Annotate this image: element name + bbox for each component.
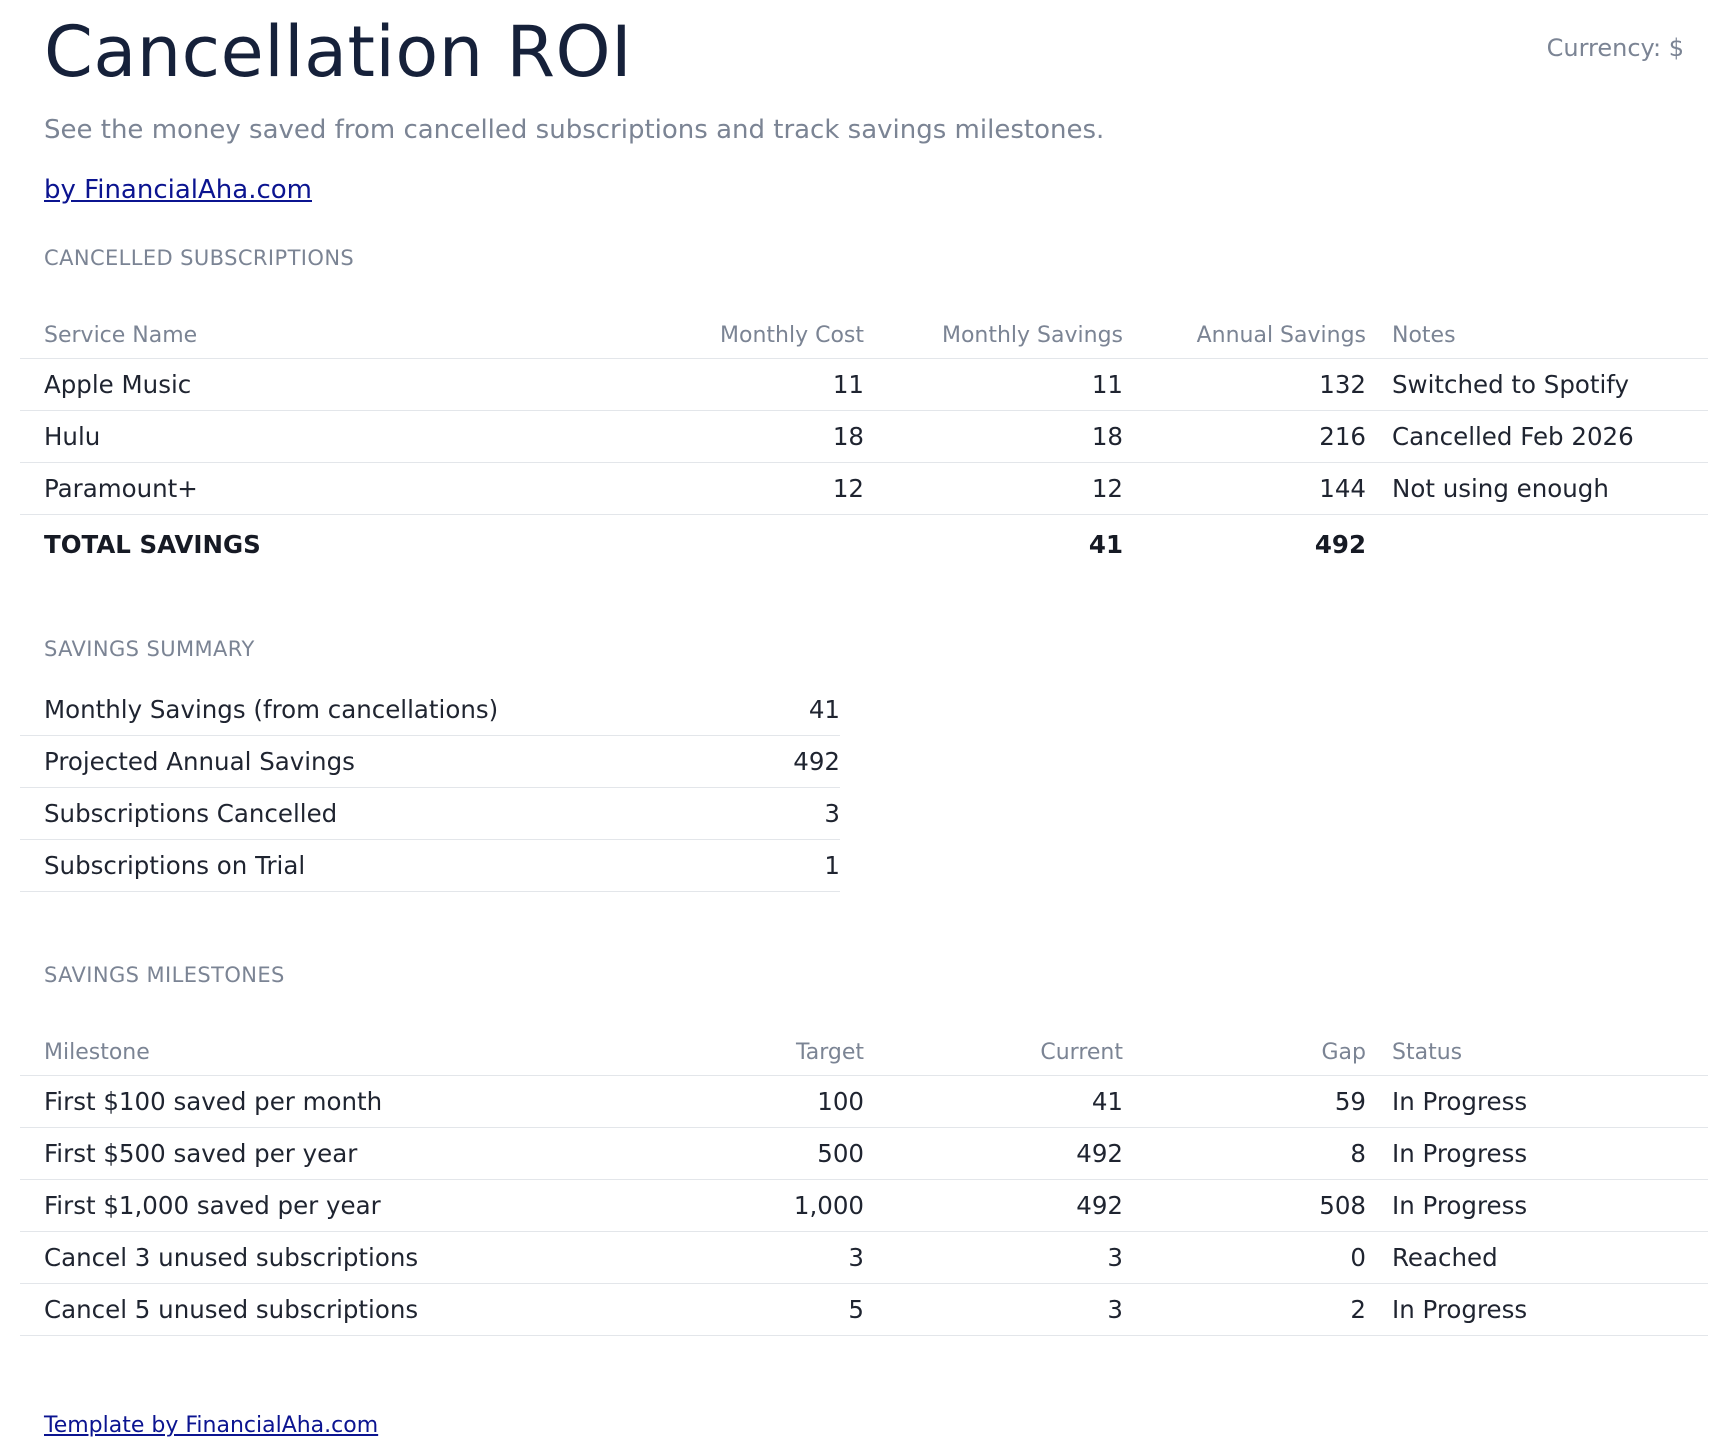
author-link[interactable]: by FinancialAha.com	[44, 175, 312, 205]
footer-template-link[interactable]: Template by FinancialAha.com	[44, 1413, 379, 1438]
currency-label: Currency: $	[1546, 34, 1684, 62]
target-cell: 3	[627, 1231, 864, 1284]
summary-value: 1	[645, 839, 840, 892]
summary-value: 41	[645, 684, 840, 736]
page-title: Cancellation ROI	[44, 11, 633, 93]
table-row: First $500 saved per year 500 492 8 In P…	[20, 1127, 1708, 1180]
section-label-summary: SAVINGS SUMMARY	[44, 637, 255, 661]
monthly-cost-cell: 11	[627, 358, 864, 411]
milestone-cell: Cancel 5 unused subscriptions	[20, 1283, 627, 1336]
column-header-notes: Notes	[1366, 296, 1708, 359]
service-name-cell: Hulu	[20, 410, 627, 463]
section-label-milestones: SAVINGS MILESTONES	[44, 963, 285, 987]
column-header-annual-savings: Annual Savings	[1123, 296, 1366, 359]
total-notes-cell	[1366, 515, 1708, 574]
monthly-savings-cell: 11	[864, 358, 1123, 411]
gap-cell: 59	[1123, 1075, 1366, 1128]
summary-value: 3	[645, 787, 840, 840]
page-subtitle: See the money saved from cancelled subsc…	[44, 115, 1105, 145]
summary-label: Subscriptions Cancelled	[20, 787, 646, 840]
gap-cell: 508	[1123, 1179, 1366, 1232]
gap-cell: 8	[1123, 1127, 1366, 1180]
target-cell: 5	[627, 1283, 864, 1336]
notes-cell: Cancelled Feb 2026	[1366, 410, 1708, 463]
current-cell: 3	[864, 1231, 1123, 1284]
monthly-cost-cell: 12	[627, 462, 864, 515]
status-cell: In Progress	[1366, 1179, 1708, 1232]
gap-cell: 0	[1123, 1231, 1366, 1284]
column-header-target: Target	[627, 1013, 864, 1076]
current-cell: 492	[864, 1179, 1123, 1232]
table-row: Hulu 18 18 216 Cancelled Feb 2026	[20, 410, 1708, 463]
table-row: Cancel 5 unused subscriptions 5 3 2 In P…	[20, 1283, 1708, 1336]
summary-row: Monthly Savings (from cancellations) 41	[20, 684, 840, 736]
service-name-cell: Apple Music	[20, 358, 627, 411]
summary-row: Projected Annual Savings 492	[20, 735, 840, 788]
column-header-monthly-savings: Monthly Savings	[864, 296, 1123, 359]
milestone-cell: First $500 saved per year	[20, 1127, 627, 1180]
table-header-row: Milestone Target Current Gap Status	[20, 1013, 1708, 1076]
column-header-monthly-cost: Monthly Cost	[627, 296, 864, 359]
total-monthly-cost-cell	[627, 515, 864, 574]
table-row: Cancel 3 unused subscriptions 3 3 0 Reac…	[20, 1231, 1708, 1284]
summary-label: Projected Annual Savings	[20, 735, 646, 788]
service-name-cell: Paramount+	[20, 462, 627, 515]
column-header-service-name: Service Name	[20, 296, 627, 359]
column-header-current: Current	[864, 1013, 1123, 1076]
target-cell: 100	[627, 1075, 864, 1128]
table-row: Paramount+ 12 12 144 Not using enough	[20, 462, 1708, 515]
total-monthly-savings: 41	[1088, 529, 1123, 559]
milestone-cell: First $100 saved per month	[20, 1075, 627, 1128]
total-annual-savings: 492	[1314, 529, 1366, 559]
table-header-row: Service Name Monthly Cost Monthly Saving…	[20, 296, 1708, 359]
current-cell: 41	[864, 1075, 1123, 1128]
table-row: Apple Music 11 11 132 Switched to Spotif…	[20, 358, 1708, 411]
monthly-savings-cell: 12	[864, 462, 1123, 515]
notes-cell: Not using enough	[1366, 462, 1708, 515]
annual-savings-cell: 144	[1123, 462, 1366, 515]
column-header-gap: Gap	[1123, 1013, 1366, 1076]
target-cell: 1,000	[627, 1179, 864, 1232]
monthly-cost-cell: 18	[627, 410, 864, 463]
status-cell: In Progress	[1366, 1127, 1708, 1180]
milestone-cell: Cancel 3 unused subscriptions	[20, 1231, 627, 1284]
table-row: First $1,000 saved per year 1,000 492 50…	[20, 1179, 1708, 1232]
table-row: First $100 saved per month 100 41 59 In …	[20, 1075, 1708, 1128]
status-cell: In Progress	[1366, 1075, 1708, 1128]
column-header-status: Status	[1366, 1013, 1708, 1076]
status-cell: In Progress	[1366, 1283, 1708, 1336]
milestone-cell: First $1,000 saved per year	[20, 1179, 627, 1232]
current-cell: 492	[864, 1127, 1123, 1180]
summary-label: Subscriptions on Trial	[20, 839, 646, 892]
annual-savings-cell: 132	[1123, 358, 1366, 411]
section-label-cancelled: CANCELLED SUBSCRIPTIONS	[44, 246, 355, 270]
annual-savings-cell: 216	[1123, 410, 1366, 463]
gap-cell: 2	[1123, 1283, 1366, 1336]
target-cell: 500	[627, 1127, 864, 1180]
status-cell: Reached	[1366, 1231, 1708, 1284]
summary-value: 492	[645, 735, 840, 788]
summary-row: Subscriptions on Trial 1	[20, 839, 840, 892]
cancelled-subscriptions-table: Service Name Monthly Cost Monthly Saving…	[20, 296, 1708, 573]
total-row: TOTAL SAVINGS 41 492	[20, 515, 1708, 574]
summary-row: Subscriptions Cancelled 3	[20, 787, 840, 840]
total-label: TOTAL SAVINGS	[44, 529, 261, 559]
current-cell: 3	[864, 1283, 1123, 1336]
monthly-savings-cell: 18	[864, 410, 1123, 463]
summary-label: Monthly Savings (from cancellations)	[20, 684, 646, 736]
savings-milestones-table: Milestone Target Current Gap Status Firs…	[20, 1013, 1708, 1336]
notes-cell: Switched to Spotify	[1366, 358, 1708, 411]
column-header-milestone: Milestone	[20, 1013, 627, 1076]
savings-summary-table: Monthly Savings (from cancellations) 41 …	[20, 684, 840, 892]
